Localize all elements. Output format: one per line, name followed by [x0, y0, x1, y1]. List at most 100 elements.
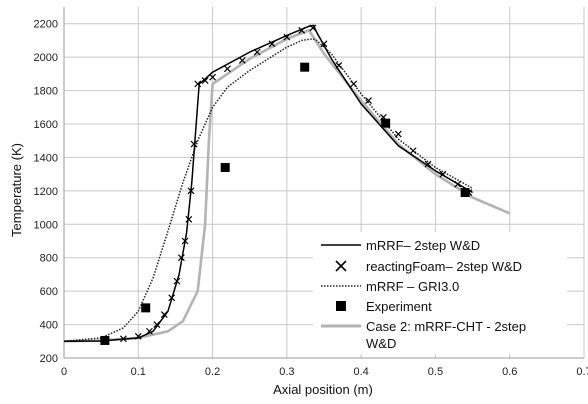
series-line-mrrf-2step: [63, 24, 473, 343]
data-point-x-marker: [439, 170, 447, 178]
data-point-x-marker: [454, 180, 462, 188]
data-point-x-marker: [268, 40, 276, 48]
legend: mRRF– 2step W&D reactingFoam– 2step W&D …: [313, 232, 567, 354]
x-marker-stroke: [253, 48, 261, 56]
x-marker-stroke: [134, 332, 142, 340]
x-marker-stroke: [320, 40, 328, 48]
y-tick-label: 400: [40, 320, 58, 332]
data-point-x-marker: [120, 335, 127, 343]
y-axis-title: Temperature (K): [9, 143, 24, 237]
y-tick-label: 1200: [34, 186, 58, 198]
data-point-x-marker: [350, 80, 358, 88]
y-tick-label: 1000: [34, 219, 58, 231]
x-marker-stroke: [309, 24, 317, 32]
x-marker-stroke: [335, 62, 343, 69]
legend-swatch-square: [336, 301, 346, 311]
x-marker-stroke: [177, 254, 185, 262]
x-tick-label: 0.7: [576, 366, 588, 378]
legend-label: mRRF– 2step W&D: [366, 238, 480, 253]
y-tick-label: 600: [40, 286, 58, 298]
x-marker-stroke: [153, 321, 161, 328]
data-point-experiment: [460, 188, 470, 198]
x-marker-stroke: [181, 237, 189, 245]
x-marker-stroke: [173, 277, 181, 285]
x-marker-stroke: [160, 311, 168, 318]
legend-label-line1: Case 2: mRRF-CHT - 2step: [366, 319, 526, 334]
data-point-experiment: [220, 162, 230, 172]
x-tick-label: 0.3: [279, 366, 294, 378]
data-point-x-marker: [153, 321, 161, 328]
x-marker-stroke: [409, 147, 417, 155]
x-marker-stroke: [298, 26, 306, 34]
data-point-x-marker: [335, 62, 343, 69]
data-point-experiment: [100, 335, 110, 345]
x-marker-stroke: [454, 180, 462, 188]
data-point-x-marker: [177, 254, 185, 262]
data-point-experiment: [381, 118, 391, 128]
axes: [63, 7, 584, 359]
x-marker-stroke: [365, 97, 372, 105]
x-marker-stroke: [194, 80, 202, 88]
series-line-gri30: [63, 38, 473, 343]
legend-item-experiment: Experiment: [336, 299, 432, 314]
y-tick-label: 200: [40, 353, 58, 365]
data-point-x-marker: [238, 57, 246, 64]
legend-item-mrrf-2step: mRRF– 2step W&D: [321, 238, 480, 253]
x-axis-title: Axial position (m): [273, 382, 373, 397]
y-tick-label: 2000: [34, 52, 58, 64]
data-point-x-marker: [194, 80, 202, 88]
y-tick-label: 2200: [34, 19, 58, 31]
legend-item-gri30: mRRF – GRI3.0: [321, 279, 459, 294]
x-marker-stroke: [209, 73, 216, 81]
x-marker-stroke: [238, 57, 246, 64]
x-tick-label: 0.6: [502, 366, 517, 378]
y-tick-label: 1800: [34, 86, 58, 98]
x-marker-stroke: [187, 187, 195, 195]
legend-item-reactingfoam: reactingFoam– 2step W&D: [335, 259, 522, 274]
y-tick-label: 800: [40, 253, 58, 265]
x-marker-stroke: [394, 130, 402, 138]
data-point-x-marker: [146, 327, 153, 335]
data-point-x-marker: [187, 187, 195, 195]
data-point-x-marker: [209, 73, 216, 81]
legend-swatch-x-marker: [335, 260, 347, 272]
y-tick-label: 1600: [34, 119, 58, 131]
x-tick-label: 0.5: [428, 366, 443, 378]
tick-labels: 200 400 600 800 1000 1200 1400 1600 1800 2000 2200…: [34, 19, 588, 378]
legend-label-line2: W&D: [366, 336, 396, 351]
x-marker-stroke: [201, 77, 209, 84]
data-point-x-marker: [134, 332, 142, 340]
legend-item-case2: Case 2: mRRF-CHT - 2step W&D: [321, 319, 530, 351]
data-point-x-marker: [394, 130, 402, 138]
x-marker-stroke: [120, 335, 127, 343]
data-point-x-marker: [181, 237, 189, 245]
data-point-x-marker: [160, 311, 168, 318]
data-point-x-marker: [185, 215, 193, 223]
x-tick-label: 0.2: [205, 366, 220, 378]
data-point-x-marker: [365, 97, 372, 105]
data-point-x-marker: [224, 65, 231, 73]
data-point-experiment: [141, 303, 151, 313]
data-point-x-marker: [309, 24, 317, 32]
data-point-x-marker: [409, 147, 417, 155]
x-marker-stroke: [268, 40, 276, 48]
legend-label: Experiment: [366, 299, 432, 314]
data-point-x-marker: [173, 277, 181, 285]
legend-label: Case 2: mRRF-CHT - 2step W&D: [366, 319, 530, 351]
x-marker-stroke: [224, 65, 231, 73]
data-point-x-marker: [190, 140, 198, 148]
data-point-x-marker: [298, 26, 306, 34]
data-point-x-marker: [320, 40, 328, 48]
data-point-x-marker: [424, 160, 432, 168]
x-marker-stroke: [168, 294, 176, 302]
x-marker-stroke: [439, 170, 447, 178]
legend-label: reactingFoam– 2step W&D: [366, 259, 522, 274]
x-marker-stroke: [424, 160, 432, 168]
x-marker-stroke: [350, 80, 358, 88]
legend-box: [313, 232, 567, 354]
data-point-experiment: [300, 62, 310, 72]
data-point-x-marker: [283, 33, 291, 41]
series-layer: [63, 24, 511, 345]
data-point-x-marker: [253, 48, 261, 56]
